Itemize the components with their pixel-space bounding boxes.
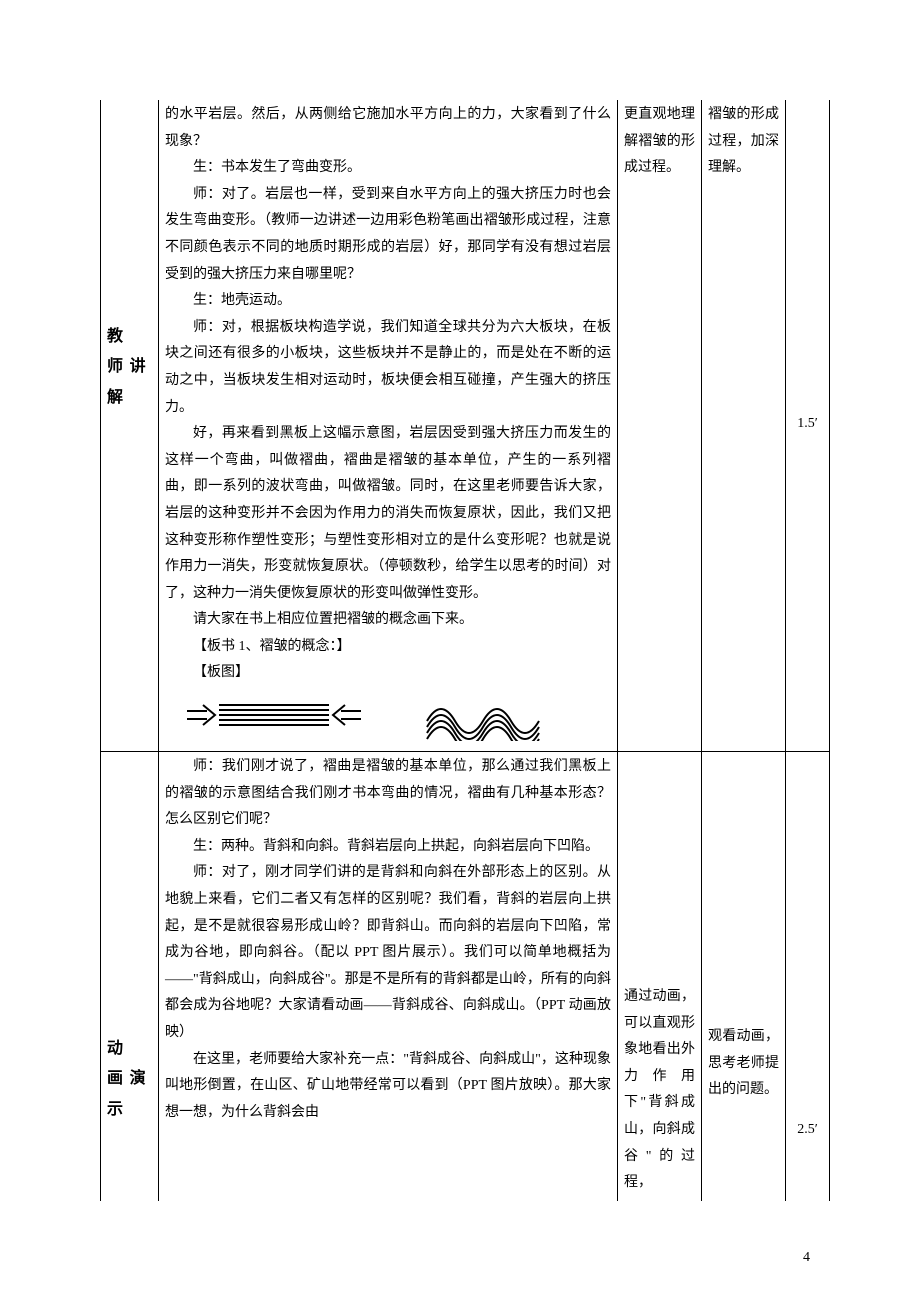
row1-board2: 【板图】: [165, 660, 611, 687]
row2-note1: 通过动画，可以直观形象地看出外力作用下"背斜成山，向斜成谷"的过程，: [624, 984, 695, 1197]
row2-t3: 在这里，老师要给大家补充一点："背斜成谷、向斜成山"，这种现象叫地形倒置，在山区…: [165, 1047, 611, 1127]
page-number: 4: [803, 1245, 810, 1272]
row1-time-cell: 1.5′: [786, 100, 830, 752]
row1-note1: 更直观地理解褶皱的形成过程。: [624, 102, 695, 182]
row1-label: 教 师讲解: [107, 322, 152, 413]
row1-cont-top: 的水平岩层。然后，从两侧给它施加水平方向上的力，大家看到了什么现象？: [165, 102, 611, 155]
row2-label-cell: 动 画演示: [101, 752, 159, 1201]
lesson-row-2: 动 画演示 师：我们刚才说了，褶曲是褶皱的基本单位，那么通过我们黑板上的褶皱的示…: [101, 752, 830, 1201]
lesson-row-1: 教 师讲解 的水平岩层。然后，从两侧给它施加水平方向上的力，大家看到了什么现象？…: [101, 100, 830, 752]
row2-t2: 师：对了，刚才同学们讲的是背斜和向斜在外部形态上的区别。从地貌上来看，它们二者又…: [165, 860, 611, 1046]
row1-s2: 生：地壳运动。: [165, 288, 611, 315]
row1-t3: 好，再来看到黑板上这幅示意图，岩层因受到强大挤压力而发生的这样一个弯曲，叫做褶曲…: [165, 421, 611, 607]
row2-note2-cell: 观看动画，思考老师提出的问题。: [702, 752, 786, 1201]
row2-time-cell: 2.5′: [786, 752, 830, 1201]
row1-note2: 褶皱的形成过程，加深理解。: [708, 102, 779, 182]
board-diagram: [165, 687, 611, 747]
row1-label-cell: 教 师讲解: [101, 100, 159, 752]
row2-label: 动 画演示: [107, 1034, 152, 1125]
row1-t1: 师：对了。岩层也一样，受到来自水平方向上的强大挤压力时也会发生弯曲变形。（教师一…: [165, 182, 611, 288]
row1-s1: 生：书本发生了弯曲变形。: [165, 155, 611, 182]
row2-content-cell: 师：我们刚才说了，褶曲是褶皱的基本单位，那么通过我们黑板上的褶皱的示意图结合我们…: [159, 752, 618, 1201]
row1-content-cell: 的水平岩层。然后，从两侧给它施加水平方向上的力，大家看到了什么现象？ 生：书本发…: [159, 100, 618, 752]
row2-s1: 生：两种。背斜和向斜。背斜岩层向上拱起，向斜岩层向下凹陷。: [165, 834, 611, 861]
row2-time: 2.5′: [792, 1117, 823, 1144]
diagram-layers: [183, 699, 363, 733]
row1-time: 1.5′: [792, 411, 823, 438]
row2-note1-cell: 通过动画，可以直观形象地看出外力作用下"背斜成山，向斜成谷"的过程，: [618, 752, 702, 1201]
row2-t1: 师：我们刚才说了，褶曲是褶皱的基本单位，那么通过我们黑板上的褶皱的示意图结合我们…: [165, 754, 611, 834]
row1-t2: 师：对，根据板块构造学说，我们知道全球共分为六大板块，在板块之间还有很多的小板块…: [165, 315, 611, 421]
row1-note1-cell: 更直观地理解褶皱的形成过程。: [618, 100, 702, 752]
diagram-fold: [423, 691, 543, 741]
row1-mark: 请大家在书上相应位置把褶皱的概念画下来。: [165, 607, 611, 634]
row1-board1: 【板书 1、褶皱的概念：】: [165, 634, 611, 661]
row1-note2-cell: 褶皱的形成过程，加深理解。: [702, 100, 786, 752]
row2-note2: 观看动画，思考老师提出的问题。: [708, 1024, 779, 1104]
